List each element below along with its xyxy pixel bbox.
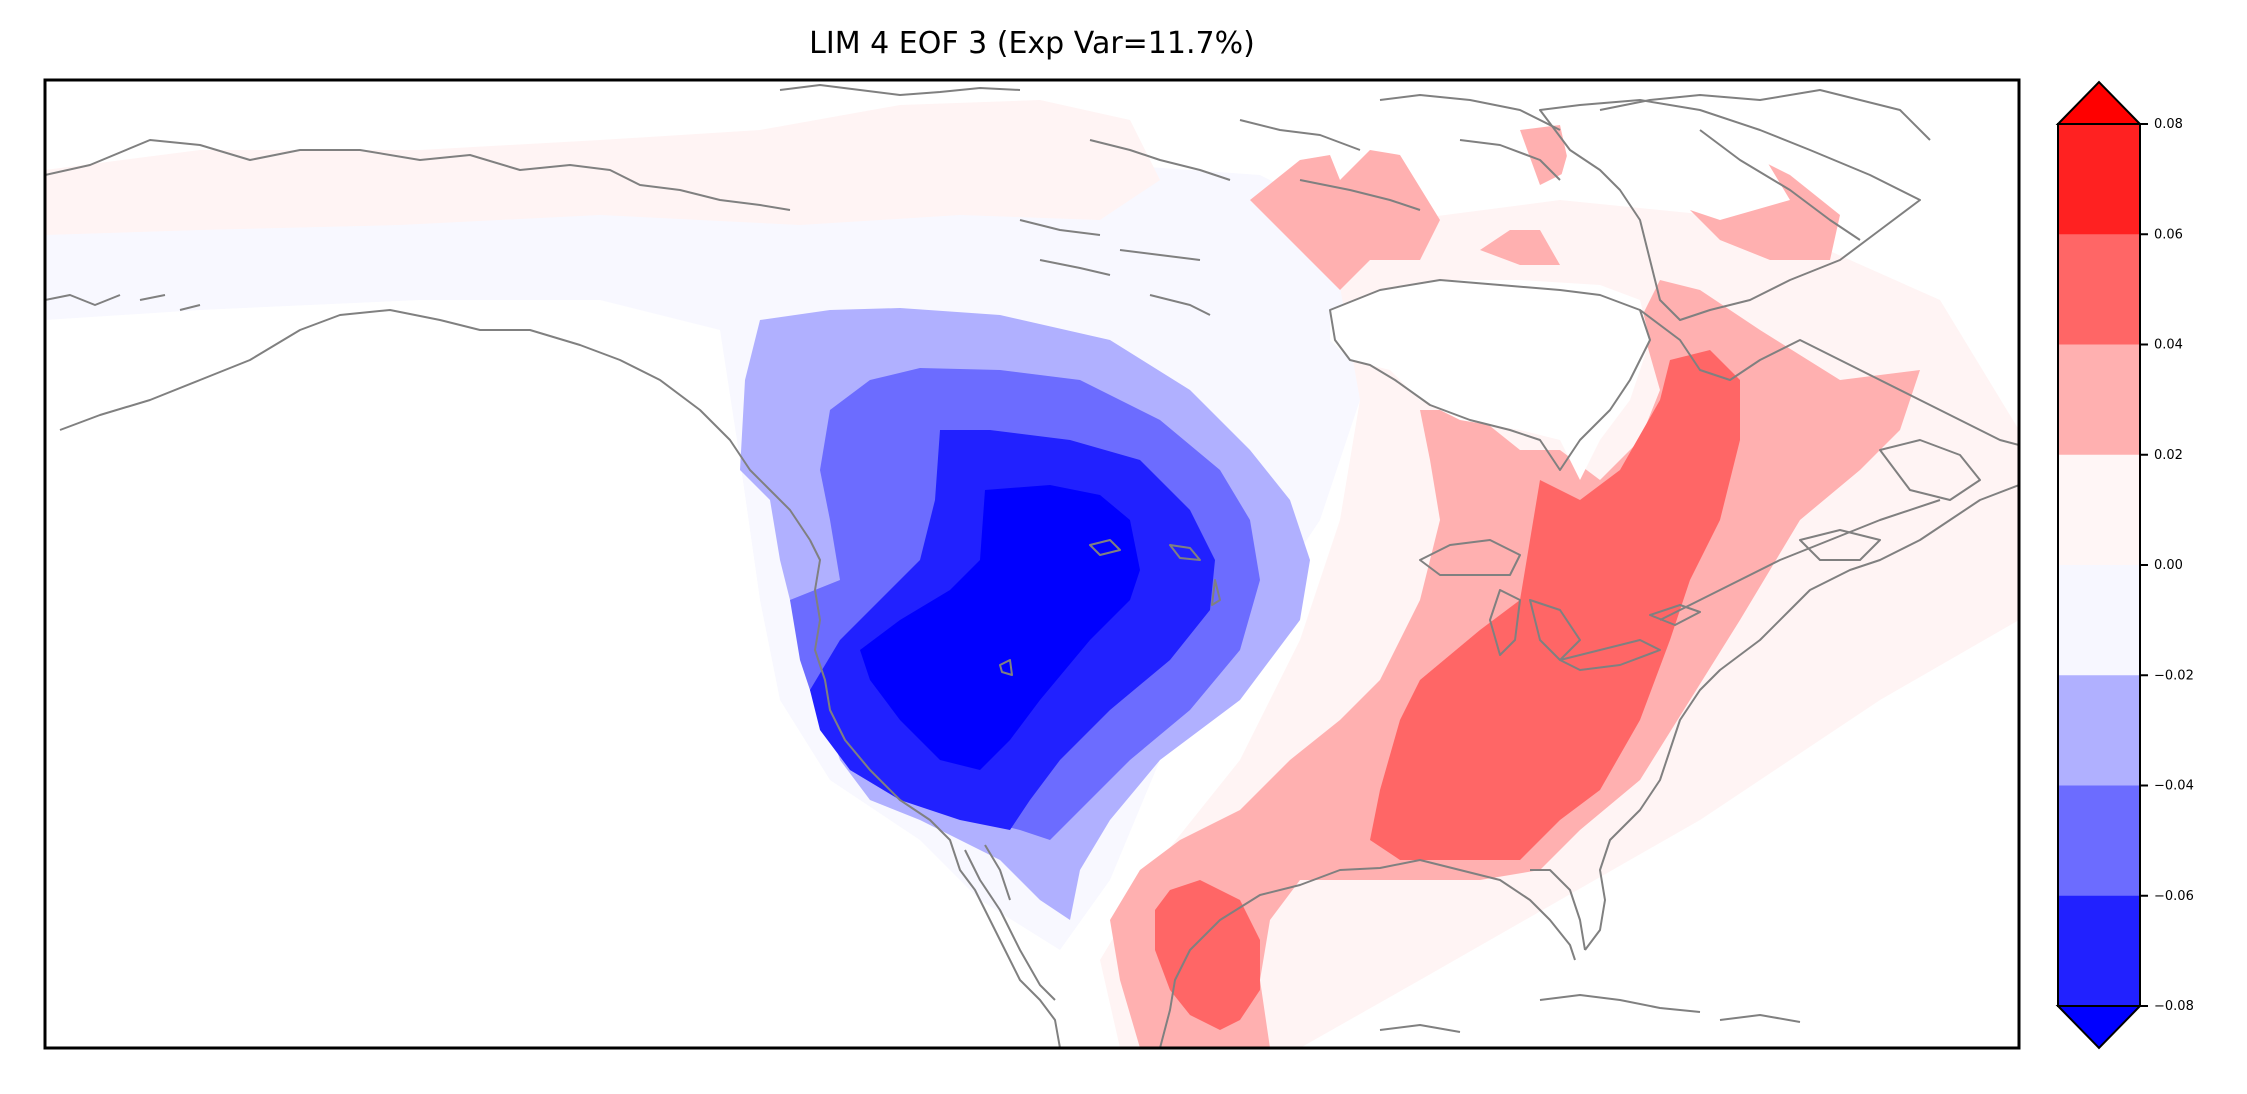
colorbar-tick-label: 0.08 [2154,117,2183,132]
coastline-labrador [1639,309,2019,446]
colorbar-bin [2058,895,2140,1007]
coastline-alaska [45,139,791,211]
coastline-west-us [809,539,1061,1048]
colorbar-bins [2058,124,2140,1007]
colorbar-tick-label: −0.04 [2154,779,2194,794]
colorbar-tick-label: 0.04 [2154,338,2183,353]
colorbar-bin [2058,234,2140,345]
colorbar-tick-label: −0.08 [2154,999,2194,1014]
map-panel [45,84,2019,1048]
coastline-gulf [1159,859,1576,1048]
contour-pos-0-02-arctic-b [1480,230,1560,265]
interior-lakes [999,539,1221,676]
contour-pos-0-02-arctic-c [1520,125,1570,185]
coastline-florida [1530,869,1586,951]
coastline-hudson-bay [1329,279,1651,471]
coastline-alaska-south [59,309,811,541]
contour-pos-0-02-arctic-a [1250,150,1440,290]
greenland-white [1560,105,1790,220]
colorbar-ticks: 0.08 0.06 0.04 0.02 0.00 −0.02 −0.04 −0.06 −0.08 [2140,117,2194,1014]
colorbar-tick-label: 0.00 [2154,558,2183,573]
figure-title: LIM 4 EOF 3 (Exp Var=11.7%) [809,26,1255,61]
colorbar-tick-label: −0.06 [2154,889,2194,904]
contour-pos-0-04-gulf [1155,880,1260,1030]
colorbar-tick-label: −0.02 [2154,668,2194,683]
colorbar-tick-label: 0.02 [2154,448,2183,463]
colorbar-bin [2058,785,2140,897]
coastline-east [1584,484,2019,951]
hudson-bay-white [1330,280,1650,480]
contour-pos-0-04-east [1370,350,1740,860]
coastline-greenland [1539,99,1921,321]
coastline-baja [964,844,1056,1001]
coastline-aleutian [45,294,201,311]
colorbar-bin [2058,675,2140,786]
map-frame [43,78,2021,1050]
coastlines [45,84,2019,1048]
coastline-caribbean [1379,994,1801,1033]
colorbar-tick-label: 0.06 [2154,227,2183,242]
colorbar-extend-min [2055,1005,2143,1050]
colorbar-bin [2058,454,2140,566]
great-lakes [1419,539,1701,671]
colorbar-bin [2058,565,2140,676]
contour-pos-0-00 [45,100,1160,235]
colorbar: 0.08 0.06 0.04 0.02 0.00 −0.02 −0.04 −0.06 −0.08 [2055,80,2194,1050]
st-lawrence [1659,499,1941,621]
contour-fields [45,100,2019,1048]
contour-neg-extend [860,485,1140,770]
colorbar-bin [2058,124,2140,235]
colorbar-extend-max [2055,80,2143,125]
coastline-newfoundland [1799,439,1981,561]
arctic-islands [779,84,1931,316]
colorbar-bin [2058,344,2140,456]
